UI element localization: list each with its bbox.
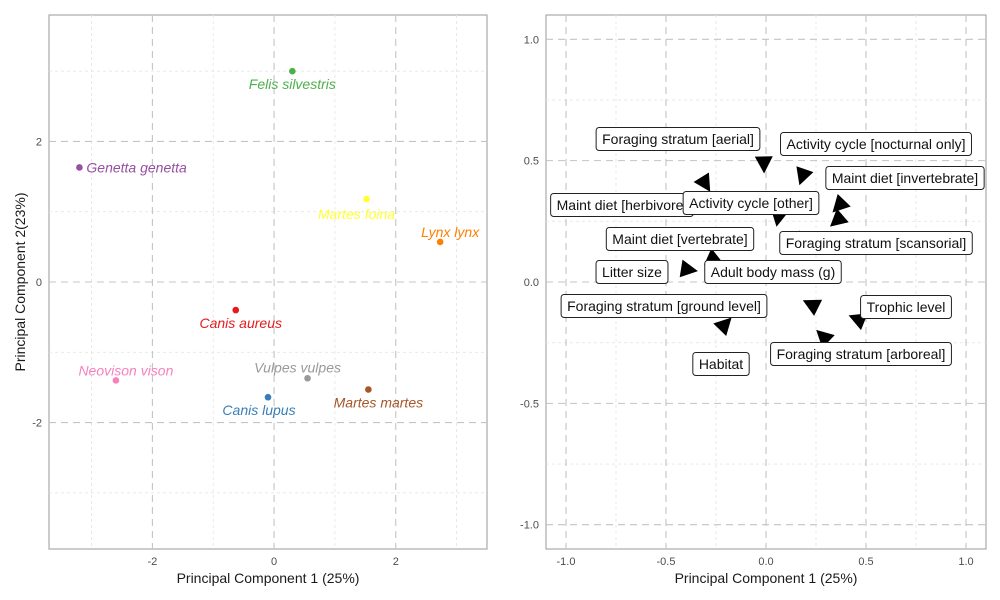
label-litter-size: Litter size bbox=[595, 260, 669, 284]
label-activity-cycle-nocturnal-only: Activity cycle [nocturnal only] bbox=[780, 132, 972, 156]
x-axis-title: Principal Component 1 (25%) bbox=[675, 570, 858, 586]
x-tick-label: -2 bbox=[148, 556, 158, 568]
label-text: Trophic level bbox=[867, 299, 946, 315]
label-foraging-stratum-scansorial: Foraging stratum [scansorial] bbox=[779, 231, 973, 255]
label-box bbox=[595, 260, 669, 284]
point-neovison-vison bbox=[112, 377, 120, 384]
arrowhead-maint-diet-herbivore bbox=[693, 172, 711, 192]
y-tick-label: 2 bbox=[36, 136, 42, 148]
point-canis-aureus bbox=[232, 306, 240, 314]
point-label-lynx-lynx: Lynx lynx bbox=[421, 224, 480, 240]
point-label-canis-aureus: Canis aureus bbox=[200, 315, 283, 331]
arrowhead-habitat bbox=[713, 317, 732, 336]
label-text: Maint diet [vertebrate] bbox=[612, 231, 747, 247]
point-canis-lupus bbox=[264, 393, 272, 401]
label-text: Habitat bbox=[699, 356, 743, 372]
label-box bbox=[770, 342, 952, 366]
label-box bbox=[825, 166, 985, 190]
y-tick-label: 1.0 bbox=[524, 34, 539, 46]
point-lynx-lynx bbox=[436, 238, 444, 246]
label-text: Litter size bbox=[602, 264, 662, 280]
label-habitat: Habitat bbox=[692, 352, 750, 376]
label-box bbox=[860, 295, 952, 319]
label-box bbox=[682, 191, 820, 215]
label-text: Activity cycle [nocturnal only] bbox=[787, 136, 966, 152]
point-label-martes-foina: Martes foina bbox=[318, 206, 395, 222]
y-tick-label: 0.5 bbox=[524, 156, 539, 168]
label-foraging-stratum-aerial: Foraging stratum [aerial] bbox=[595, 127, 761, 151]
label-text: Foraging stratum [scansorial] bbox=[786, 235, 967, 251]
arrowhead-maint-diet-vertebrate bbox=[830, 208, 849, 227]
label-text: Adult body mass (g) bbox=[711, 264, 836, 280]
label-box bbox=[692, 352, 750, 376]
point-martes-martes bbox=[365, 386, 372, 393]
pca-scores-panel: -2 0 2 -2 0 2 Principal Component 1 (25%) Princ… bbox=[12, 14, 488, 586]
x-tick-label: 0 bbox=[271, 556, 277, 568]
label-text: Foraging stratum [ground level] bbox=[567, 298, 761, 314]
label-box bbox=[595, 127, 761, 151]
label-box bbox=[704, 260, 842, 284]
label-box bbox=[560, 294, 768, 318]
label-foraging-stratum-ground-level: Foraging stratum [ground level] bbox=[560, 294, 768, 318]
y-tick-label: 0 bbox=[36, 277, 42, 289]
x-tick-label: 1.0 bbox=[958, 556, 973, 568]
arrowhead-activity-cycle-nocturnal-only bbox=[796, 166, 814, 186]
label-adult-body-mass-g: Adult body mass (g) bbox=[704, 260, 842, 284]
point-label-genetta-genetta: Genetta genetta bbox=[86, 159, 187, 175]
point-label-felis-silvestris: Felis silvestris bbox=[249, 76, 336, 92]
point-martes-foina bbox=[363, 195, 370, 203]
label-text: Activity cycle [other] bbox=[689, 195, 813, 211]
label-box bbox=[605, 227, 755, 251]
point-genetta-genetta bbox=[76, 164, 83, 171]
x-tick-label: 0.5 bbox=[858, 556, 873, 568]
label-maint-diet-vertebrate: Maint diet [vertebrate] bbox=[605, 227, 755, 251]
arrowhead-litter-size bbox=[679, 259, 698, 278]
point-label-neovison-vison: Neovison vison bbox=[78, 362, 173, 378]
label-text: Foraging stratum [arboreal] bbox=[777, 346, 946, 362]
y-tick-label: -1.0 bbox=[520, 520, 539, 532]
label-text: Maint diet [invertebrate] bbox=[832, 170, 978, 186]
label-foraging-stratum-arboreal: Foraging stratum [arboreal] bbox=[770, 342, 952, 366]
pca-loadings-panel: -1.0 -0.5 0.0 0.5 1.0 -1.0 -0.5 0.0 0.5 1.0 Princi… bbox=[520, 14, 987, 586]
y-tick-label: -2 bbox=[32, 418, 42, 430]
loading-labels: Foraging stratum [aerial] Activity cycle … bbox=[550, 127, 985, 376]
label-box bbox=[780, 132, 972, 156]
point-felis-silvestris bbox=[289, 67, 296, 75]
x-tick-label: 2 bbox=[393, 556, 399, 568]
label-trophic-level: Trophic level bbox=[860, 295, 952, 319]
x-tick-label: 0.0 bbox=[758, 556, 773, 568]
label-activity-cycle-other: Activity cycle [other] bbox=[682, 191, 820, 215]
label-maint-diet-herbivore: Maint diet [herbivore] bbox=[550, 193, 694, 217]
x-tick-label: -1.0 bbox=[557, 556, 576, 568]
point-label-martes-martes: Martes martes bbox=[334, 395, 423, 411]
y-tick-label: 0.0 bbox=[524, 277, 539, 289]
point-vulpes-vulpes bbox=[304, 374, 311, 382]
y-tick-label: -0.5 bbox=[520, 398, 539, 410]
point-label-canis-lupus: Canis lupus bbox=[222, 402, 295, 418]
x-axis-title: Principal Component 1 (25%) bbox=[177, 570, 360, 586]
y-axis-title: Principal Component 2(23%) bbox=[12, 193, 28, 372]
label-maint-diet-invertebrate: Maint diet [invertebrate] bbox=[825, 166, 985, 190]
label-text: Foraging stratum [aerial] bbox=[602, 131, 754, 147]
arrowhead-foraging-stratum-ground-level bbox=[802, 299, 823, 316]
point-label-vulpes-vulpes: Vulpes vulpes bbox=[254, 359, 341, 375]
arrowhead-maint-diet-invertebrate bbox=[832, 194, 851, 213]
label-text: Maint diet [herbivore] bbox=[557, 197, 688, 213]
arrowhead-foraging-stratum-aerial bbox=[754, 156, 773, 174]
label-box bbox=[779, 231, 973, 255]
x-tick-label: -0.5 bbox=[657, 556, 676, 568]
